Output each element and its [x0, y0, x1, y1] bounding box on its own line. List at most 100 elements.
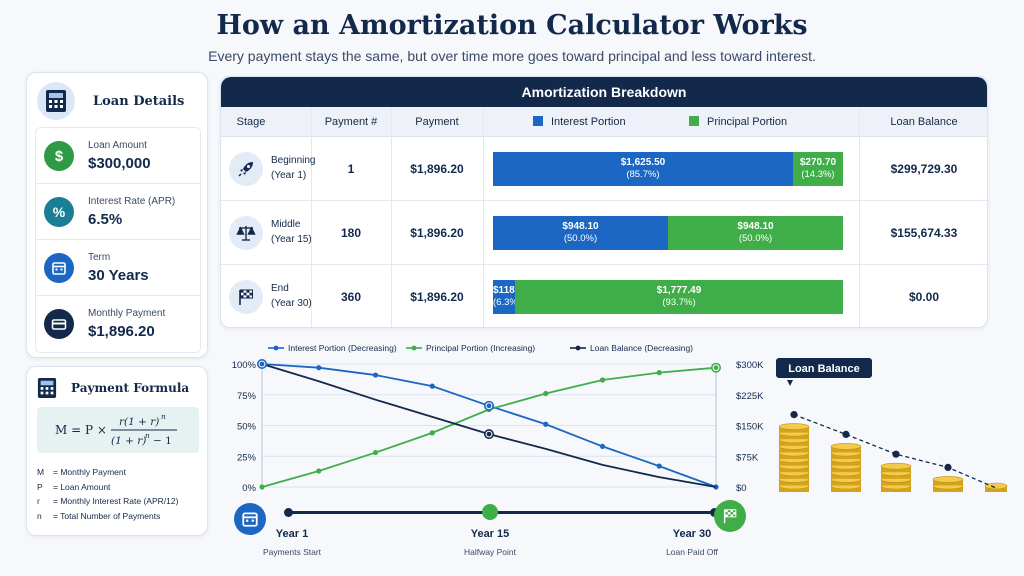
payment-cell: $1,896.20	[410, 226, 464, 240]
coin	[880, 462, 912, 470]
table-row: Beginning (Year 1) 1 $1,896.20 $1,625.50(…	[221, 137, 987, 201]
left-tick-label: 50%	[237, 422, 257, 433]
split-bar: $1,625.50 (85.7%) $270.70 (14.3%)	[493, 152, 843, 186]
timeline-mid: Year 15 Halfway Point	[450, 528, 530, 557]
amortization-table: Amortization Breakdown Stage Payment # P…	[220, 76, 988, 328]
interest-pct: (6.3%)	[493, 297, 515, 308]
right-tick-label: $150K	[736, 422, 764, 433]
balance-cell: $155,674.33	[890, 226, 958, 240]
svg-text:− 1: − 1	[153, 435, 172, 447]
svg-text:n: n	[161, 412, 166, 421]
legend-label: Principal Portion (Increasing)	[426, 343, 535, 353]
coin-stacks-illustration: Loan Balance	[776, 358, 1008, 492]
col-principal: Principal Portion	[689, 107, 809, 137]
table-header-row: Stage Payment # Payment Interest Portion…	[221, 107, 987, 137]
loan-amount-label: Loan Amount	[88, 139, 147, 151]
principal-pct: (93.7%)	[662, 297, 696, 308]
checkered-flag-icon	[229, 280, 263, 314]
highlight-point	[713, 365, 719, 371]
col-interest-label: Interest Portion	[551, 116, 626, 128]
stage-sub: (Year 30)	[271, 298, 312, 309]
svg-text:M = P ×: M = P ×	[55, 423, 107, 437]
calculator-icon	[37, 378, 57, 398]
highlight-point	[486, 431, 492, 437]
stage-name: End	[271, 283, 289, 294]
left-tick-label: 75%	[237, 391, 257, 402]
legend-marker	[411, 345, 417, 351]
scale-icon	[229, 216, 263, 250]
amortization-line-chart: 0% $0 25% $75K 50% $150K 75% $225K 100% $300K Inte…	[232, 343, 764, 494]
legend-label: Interest Portion (Decreasing)	[288, 343, 397, 353]
dollar-icon: $	[44, 140, 74, 171]
balance-trend-point	[944, 463, 952, 471]
loan-amount-row: $ Loan Amount $300,000	[36, 128, 200, 184]
col-payment: Payment	[415, 116, 459, 128]
principal-segment: $1,777.49 (93.7%)	[515, 280, 843, 314]
percent-icon: %	[44, 196, 74, 227]
calendar-icon	[44, 252, 74, 283]
timeline-dot-start	[284, 508, 293, 517]
interest-segment: $1,625.50 (85.7%)	[493, 152, 793, 186]
table-row: End (Year 30) 360 $1,896.20 $118.71(6.3%)…	[221, 265, 987, 327]
balance-cell: $0.00	[908, 290, 940, 304]
calendar-icon	[234, 503, 266, 535]
legend-symbol: n	[37, 510, 42, 521]
principal-swatch	[689, 116, 699, 126]
table-row: Middle (Year 15) 180 $1,896.20 $948.10 (50…	[221, 201, 987, 265]
data-point	[316, 365, 322, 371]
coin	[778, 423, 810, 430]
data-point	[259, 484, 265, 490]
col-principal-label: Principal Portion	[707, 116, 788, 128]
data-point	[372, 449, 379, 456]
right-tick-label: $300K	[736, 360, 764, 371]
legend-desc: = Loan Amount	[53, 481, 111, 492]
principal-value: $948.10	[737, 221, 774, 232]
term-row: Term 30 Years	[36, 240, 200, 296]
right-tick-label: $225K	[736, 391, 764, 402]
data-point	[372, 372, 379, 378]
term-label: Term	[88, 251, 111, 263]
left-tick-label: 100%	[232, 360, 257, 371]
timeline-start-label: Year 1	[275, 528, 309, 540]
payment-no-cell: 180	[340, 226, 362, 240]
data-point	[599, 377, 606, 383]
payment-formula-title: Payment Formula	[71, 381, 190, 395]
right-tick-label: $75K	[736, 452, 759, 463]
payment-formula-card: Payment Formula M = P × r(1 + r) n (1 + …	[26, 366, 208, 536]
coin	[932, 476, 964, 483]
svg-text:r(1 + r): r(1 + r)	[119, 416, 159, 428]
svg-text:$: $	[55, 148, 64, 164]
table-title: Amortization Breakdown	[221, 77, 987, 107]
principal-pct: (14.3%)	[801, 169, 835, 180]
loan-details-card: Loan Details $ Loan Amount $300,000 % Int…	[26, 72, 208, 358]
col-balance: Loan Balance	[890, 116, 958, 128]
interest-rate-label: Interest Rate (APR)	[88, 195, 176, 207]
stage-name: Beginning	[271, 155, 316, 166]
principal-value: $270.70	[799, 157, 837, 168]
col-interest: Interest Portion	[533, 107, 643, 137]
data-point	[429, 430, 435, 436]
stage-sub: (Year 1)	[271, 170, 307, 181]
data-point	[656, 370, 662, 376]
legend-label: Loan Balance (Decreasing)	[590, 343, 693, 353]
interest-rate-value: 6.5%	[88, 210, 123, 228]
legend-symbol: M	[37, 467, 45, 477]
data-point	[543, 421, 549, 427]
principal-segment: $948.10 (50.0%)	[668, 216, 843, 250]
legend-marker	[273, 345, 279, 351]
formula-expression: M = P × r(1 + r) n (1 + r) n − 1	[37, 407, 199, 453]
credit-card-icon	[44, 309, 74, 339]
page-title: How an Amortization Calculator Works	[216, 10, 808, 41]
interest-swatch	[533, 116, 543, 126]
timeline-mid-label: Year 15	[470, 528, 510, 540]
timeline-end-sub: Loan Paid Off	[666, 547, 718, 557]
monthly-payment-row: Monthly Payment $1,896.20	[36, 296, 200, 352]
svg-text:(1 + r): (1 + r)	[111, 435, 146, 447]
stage-sub: (Year 15)	[271, 234, 312, 245]
principal-segment: $270.70 (14.3%)	[792, 152, 843, 186]
right-tick-label: $0	[736, 483, 747, 494]
legend-symbol: r	[37, 496, 40, 506]
coin	[984, 482, 1008, 490]
payment-cell: $1,896.20	[410, 162, 464, 176]
loan-details-title: Loan Details	[93, 93, 185, 109]
